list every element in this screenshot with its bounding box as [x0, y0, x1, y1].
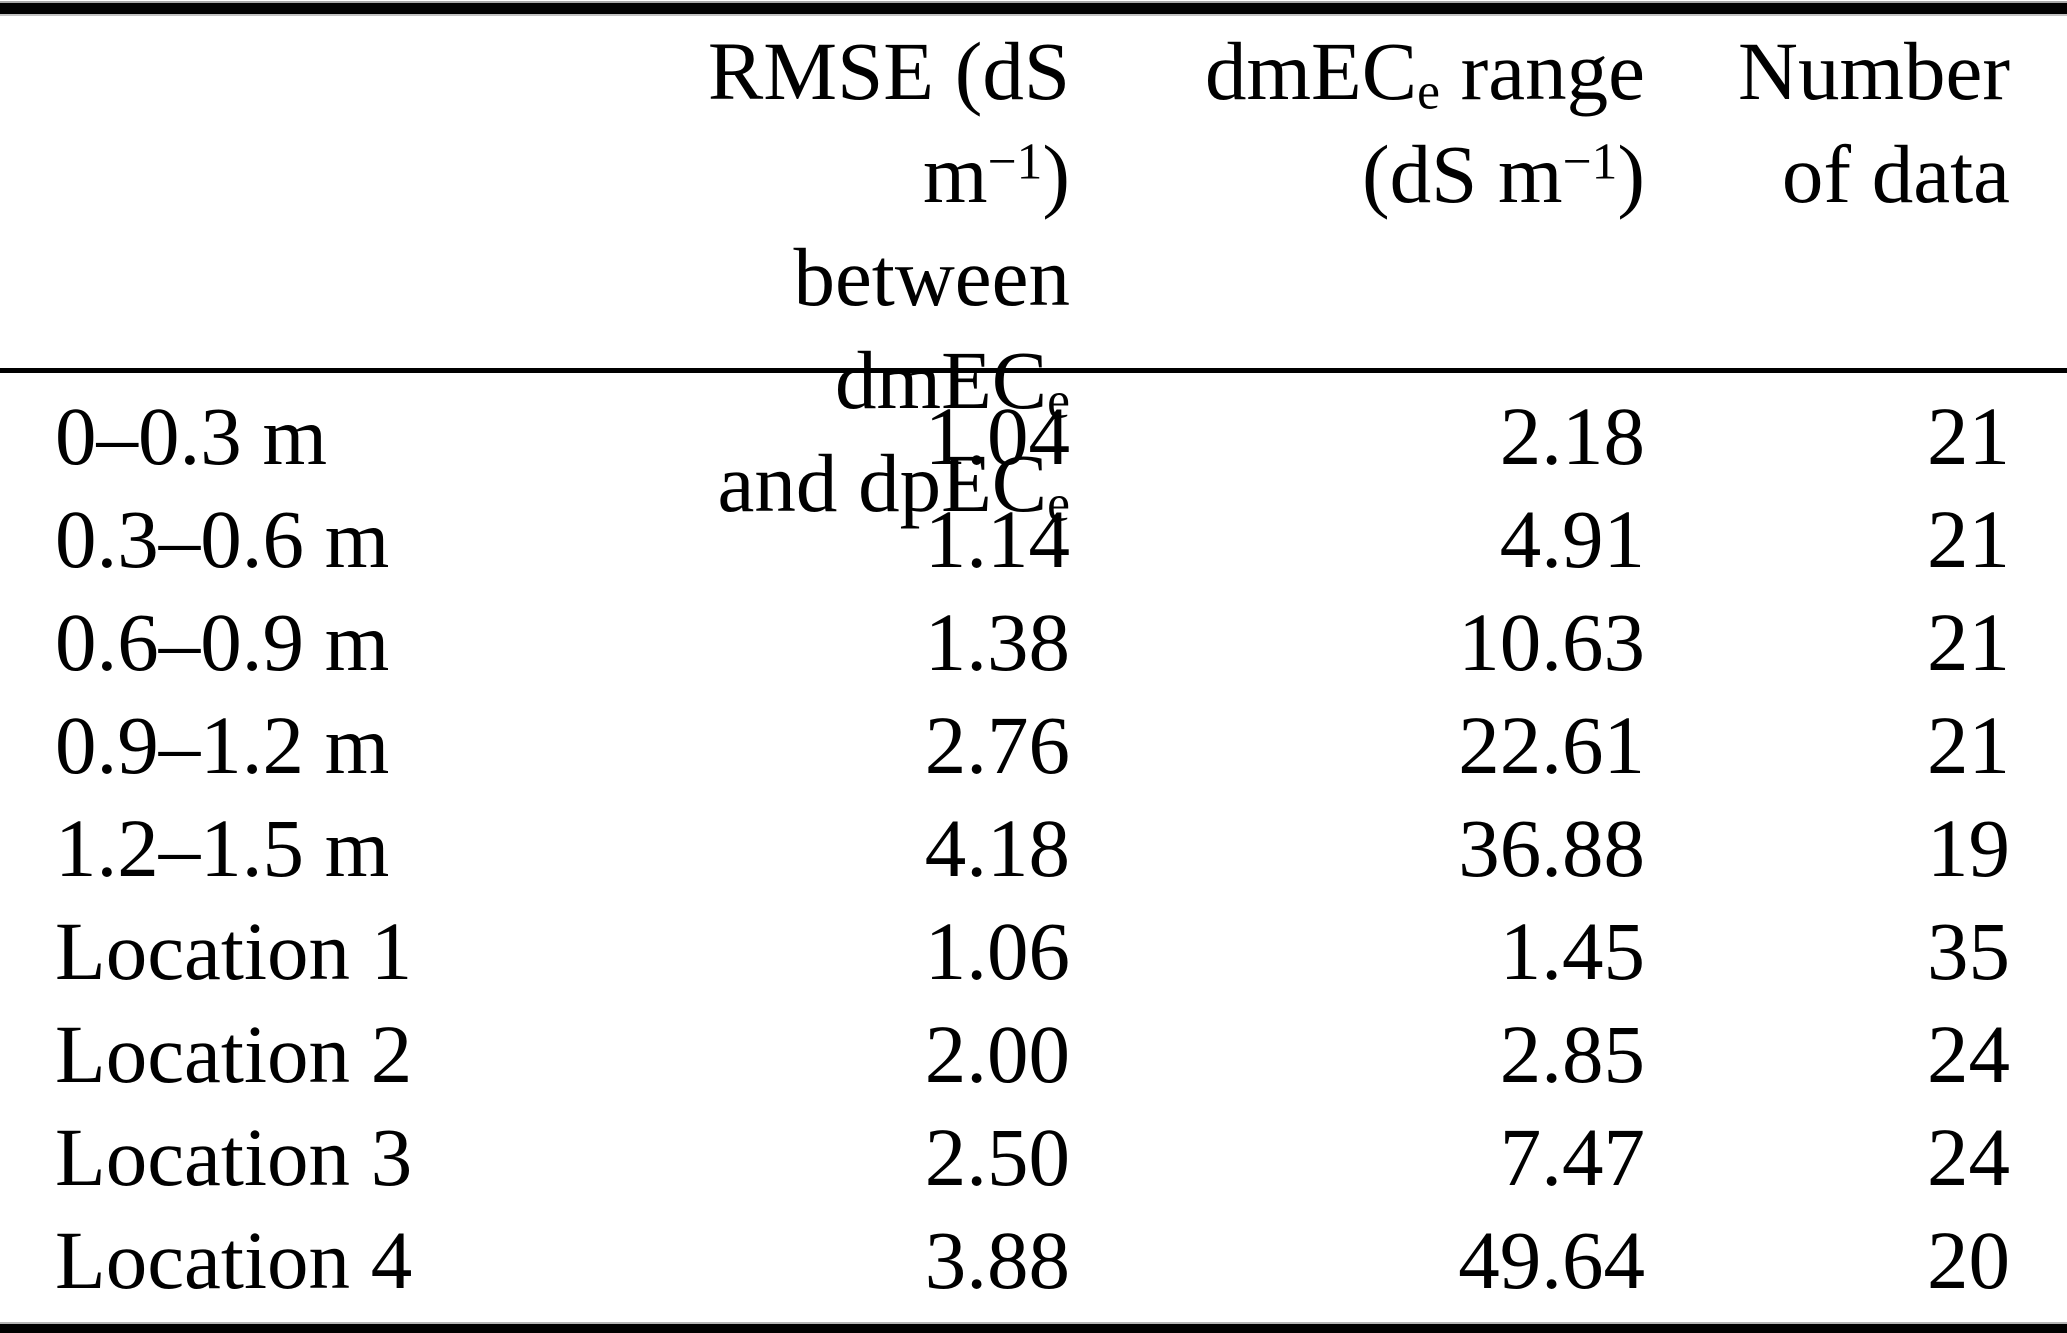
rmse-value: 3.88: [924, 1214, 1070, 1306]
range-value: 1.45: [1499, 905, 1645, 997]
count-value: 21: [1927, 596, 2010, 688]
range-value: 10.63: [1458, 596, 1645, 688]
rmse-value: 1.06: [924, 905, 1070, 997]
rmse-value: 2.00: [924, 1008, 1070, 1100]
rmse-value: 1.38: [924, 596, 1070, 688]
range-value: 2.18: [1499, 390, 1645, 482]
row-label: Location 3: [55, 1111, 413, 1203]
count-value: 21: [1927, 493, 2010, 585]
row-label: 0.9–1.2 m: [55, 699, 390, 791]
superscript-minus-one: −1: [1562, 133, 1618, 191]
header-range-line2: (dS m−1): [1361, 128, 1645, 220]
range-value: 4.91: [1499, 493, 1645, 585]
rmse-value: 2.50: [924, 1111, 1070, 1203]
row-label: Location 4: [55, 1214, 413, 1306]
table-header-rule: [0, 368, 2067, 373]
count-value: 35: [1927, 905, 2010, 997]
subscript-e: e: [1417, 63, 1440, 121]
header-range-line1: dmECe range: [1204, 25, 1645, 121]
row-label: Location 1: [55, 905, 413, 997]
header-rmse-line2: between dmECe: [793, 231, 1070, 430]
header-rmse-line3: and dpECe: [717, 437, 1071, 533]
count-value: 21: [1927, 699, 2010, 791]
header-count-line2: of data: [1781, 128, 2010, 220]
header-range-column: dmECe range (dS m−1): [1070, 20, 1645, 226]
range-value: 36.88: [1458, 802, 1645, 894]
header-count-line1: Number: [1738, 25, 2010, 117]
count-value: 19: [1927, 802, 2010, 894]
row-label: 1.2–1.5 m: [55, 802, 390, 894]
row-label: Location 2: [55, 1008, 413, 1100]
header-rmse-column: RMSE (dS m−1) between dmECe and dpECe: [655, 20, 1070, 535]
row-label: 0.6–0.9 m: [55, 596, 390, 688]
range-value: 22.61: [1458, 699, 1645, 791]
range-value: 2.85: [1499, 1008, 1645, 1100]
count-value: 24: [1927, 1111, 2010, 1203]
header-count-column: Number of data: [1645, 20, 2010, 226]
subscript-e: e: [1047, 475, 1070, 533]
row-label: 0.3–0.6 m: [55, 493, 390, 585]
range-value: 49.64: [1458, 1214, 1645, 1306]
rmse-value: 1.14: [924, 493, 1070, 585]
superscript-minus-one: −1: [987, 133, 1043, 191]
rmse-value: 1.04: [924, 390, 1070, 482]
table-header: RMSE (dS m−1) between dmECe and dpECe dm…: [55, 20, 2010, 535]
rmse-value: 2.76: [924, 699, 1070, 791]
header-rmse-line1: RMSE (dS m−1): [707, 25, 1070, 220]
table-bottom-rule: [0, 1322, 2067, 1333]
row-label: 0–0.3 m: [55, 390, 328, 482]
count-value: 24: [1927, 1008, 2010, 1100]
table-body: 0–0.3 m 1.04 2.18 21 0.3–0.6 m 1.14 4.91…: [55, 385, 2010, 1312]
subscript-e: e: [1047, 372, 1070, 430]
count-value: 20: [1927, 1214, 2010, 1306]
count-value: 21: [1927, 390, 2010, 482]
rmse-value: 4.18: [924, 802, 1070, 894]
range-value: 7.47: [1499, 1111, 1645, 1203]
table-top-rule: [0, 1, 2067, 16]
